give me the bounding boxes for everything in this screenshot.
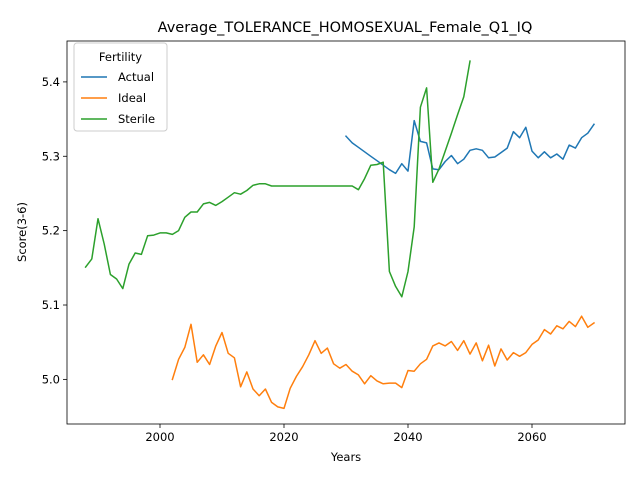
series-line-actual [344, 119, 596, 175]
y-axis-label: Score(3-6) [15, 202, 29, 262]
legend-label-actual: Actual [118, 70, 154, 84]
x-axis: 2000 2020 2040 2060 [145, 424, 547, 444]
chart-title: Average_TOLERANCE_HOMOSEXUAL_Female_Q1_I… [158, 20, 533, 36]
y-tick-label: 5.0 [42, 372, 60, 386]
series-line-ideal [171, 315, 596, 410]
legend-label-ideal: Ideal [118, 91, 146, 105]
series-line-sterile [84, 60, 471, 298]
legend: Fertility Actual Ideal Sterile [73, 42, 168, 132]
y-tick-label: 5.4 [42, 75, 60, 89]
series-layer [84, 60, 596, 410]
y-tick-label: 5.1 [42, 298, 60, 312]
x-axis-label: Years [330, 450, 361, 464]
x-tick-label: 2020 [269, 430, 298, 444]
x-tick-label: 2040 [393, 430, 422, 444]
legend-box [73, 42, 168, 132]
x-tick-label: 2060 [517, 430, 546, 444]
y-tick-label: 5.2 [42, 224, 60, 238]
y-axis: 5.0 5.1 5.2 5.3 5.4 [42, 75, 67, 386]
x-tick-label: 2000 [145, 430, 174, 444]
legend-title: Fertility [99, 50, 142, 64]
legend-label-sterile: Sterile [118, 112, 155, 126]
y-tick-label: 5.3 [42, 149, 60, 163]
legend-entries: Actual Ideal Sterile [81, 70, 155, 126]
plot-frame [66, 40, 626, 425]
